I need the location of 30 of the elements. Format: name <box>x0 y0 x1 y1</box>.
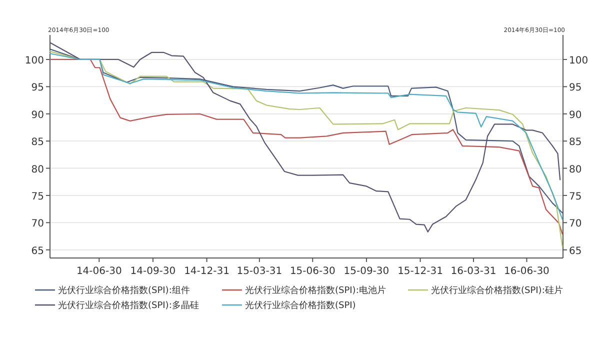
x-tick-label: 15-09-30 <box>344 266 390 277</box>
y-tick-label: 90 <box>31 110 44 121</box>
legend-label: 光伏行业综合价格指数(SPI):组件 <box>58 285 190 296</box>
y2-tick-label: 90 <box>569 110 582 121</box>
y-tick-label: 70 <box>31 218 44 230</box>
x-tick-label: 16-03-31 <box>450 266 496 277</box>
y-tick-label: 80 <box>31 164 44 176</box>
x-tick-label: 16-06-30 <box>504 266 550 277</box>
legend-label: 光伏行业综合价格指数(SPI):电池片 <box>245 285 386 296</box>
x-tick-label: 15-06-30 <box>290 266 336 277</box>
y2-tick-label: 75 <box>569 191 582 202</box>
x-tick-label: 14-12-31 <box>184 266 230 277</box>
legend-label: 光伏行业综合价格指数(SPI) <box>245 300 356 311</box>
x-tick-label: 15-12-31 <box>398 266 443 277</box>
y2-tick-label: 95 <box>569 82 582 94</box>
x-tick-label: 14-09-30 <box>130 266 176 277</box>
y2-tick-label: 100 <box>569 55 588 66</box>
legend-label: 光伏行业综合价格指数(SPI):硅片 <box>431 285 563 296</box>
x-tick-label: 14-06-30 <box>76 266 122 277</box>
y2-tick-label: 70 <box>569 218 582 230</box>
y-tick-label: 75 <box>31 191 44 202</box>
y2-tick-label: 65 <box>569 246 582 257</box>
y-tick-label: 85 <box>31 137 44 148</box>
x-tick-label: 15-03-31 <box>236 266 282 277</box>
y2-tick-label: 80 <box>569 164 582 176</box>
y-tick-label: 100 <box>24 55 44 66</box>
y-tick-label: 65 <box>31 246 44 257</box>
y2-tick-label: 85 <box>569 137 582 148</box>
y-tick-label: 95 <box>31 82 44 94</box>
legend-label: 光伏行业综合价格指数(SPI):多晶硅 <box>58 300 199 311</box>
